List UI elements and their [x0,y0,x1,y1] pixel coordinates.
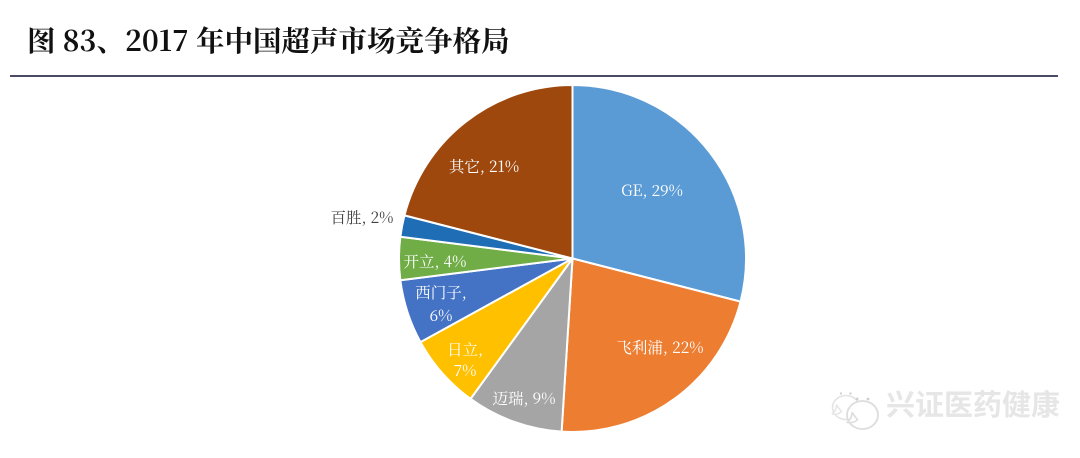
svg-text:7%: 7% [454,359,477,381]
svg-text:西门子,: 西门子, [415,281,467,303]
svg-text:日立,: 日立, [447,338,483,360]
svg-text:其它, 21%: 其它, 21% [449,155,519,177]
svg-text:百胜, 2%: 百胜, 2% [331,206,394,228]
svg-text:飞利浦, 22%: 飞利浦, 22% [616,336,703,358]
svg-text:迈瑞, 9%: 迈瑞, 9% [492,387,555,409]
svg-text:兴证医药健康: 兴证医药健康 [886,382,1060,424]
svg-text:6%: 6% [430,304,453,326]
svg-text:开立, 4%: 开立, 4% [404,250,467,272]
svg-text:GE, 29%: GE, 29% [621,179,683,201]
